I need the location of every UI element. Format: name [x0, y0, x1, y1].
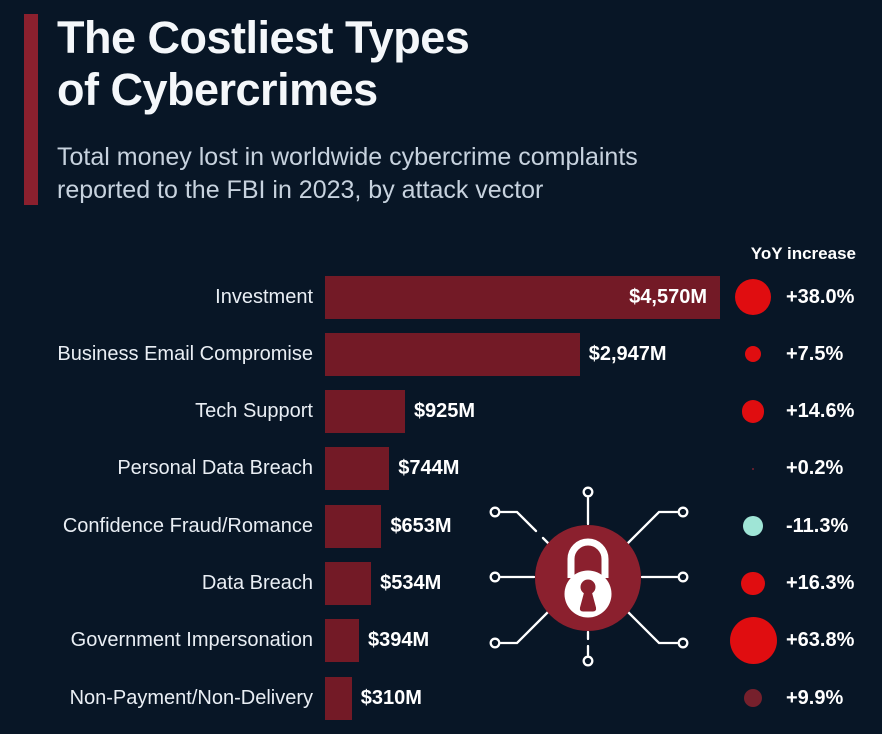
padlock-icon [535, 525, 641, 631]
page-title-line1: The Costliest Types [57, 12, 470, 63]
value-bar [325, 332, 580, 376]
category-label: Investment [215, 285, 313, 308]
page-subtitle: Total money lost in worldwide cybercrime… [57, 141, 638, 207]
yoy-change-label: +0.2% [786, 457, 844, 480]
category-label: Data Breach [201, 572, 313, 594]
value-label: $310M [360, 686, 422, 709]
category-label: Tech Support [195, 400, 313, 423]
value-bar [325, 447, 390, 491]
page-subtitle-line1: Total money lost in worldwide cybercrime… [57, 143, 638, 171]
chart-row: Confidence Fraud/Romance $653M -11.3% [0, 504, 882, 548]
value-bar [325, 504, 382, 548]
yoy-change-circle [734, 278, 772, 316]
circuit-lines [489, 486, 689, 667]
yoy-change-label: +14.6% [786, 400, 855, 423]
value-bar [325, 390, 405, 434]
yoy-change-label: +7.5% [786, 342, 844, 365]
page-title-line2: of Cybercrimes [57, 64, 378, 115]
chart-row: Personal Data Breach $744M +0.2% [0, 447, 882, 491]
chart-row: Investment $4,570M +38.0% [0, 275, 882, 319]
title-accent-bar [24, 14, 38, 205]
yoy-change-circle [751, 467, 755, 471]
category-label: Confidence Fraud/Romance [62, 514, 313, 537]
value-bar [325, 562, 372, 605]
value-label: $653M [390, 514, 452, 537]
yoy-change-circle [743, 688, 763, 708]
category-label: Government Impersonation [70, 629, 313, 652]
chart-row: Non-Payment/Non-Delivery $310M +9.9% [0, 676, 882, 720]
chart-row: Government Impersonation $394M +63.8% [0, 617, 882, 665]
yoy-change-label: +38.0% [786, 285, 855, 308]
yoy-change-label: +16.3% [786, 572, 855, 594]
category-label: Non-Payment/Non-Delivery [69, 686, 313, 709]
page-subtitle-line2: reported to the FBI in 2023, by attack v… [57, 176, 544, 204]
yoy-change-label: +63.8% [786, 629, 855, 652]
value-label: $4,570M [629, 285, 707, 308]
yoy-change-circle [744, 346, 761, 363]
yoy-change-circle [743, 516, 763, 537]
yoy-change-label: -11.3% [786, 514, 849, 537]
value-bar [325, 275, 720, 319]
lock-circuit-icon [489, 486, 689, 667]
yoy-change-circle [729, 617, 777, 665]
yoy-change-circle [741, 400, 765, 423]
yoy-increase-header: YoY increase [750, 244, 856, 263]
category-label: Business Email Compromise [57, 342, 313, 365]
value-label: $744M [398, 457, 460, 480]
chart-row: Business Email Compromise $2,947M +7.5% [0, 332, 882, 376]
page-title: The Costliest Types of Cybercrimes [57, 12, 470, 116]
value-label: $925M [413, 400, 476, 423]
category-label: Personal Data Breach [117, 457, 313, 480]
value-label: $394M [368, 629, 430, 652]
chart-row: Data Breach $534M +16.3% [0, 562, 882, 605]
yoy-change-circle [741, 571, 765, 596]
value-bar [325, 619, 360, 663]
value-bar [325, 676, 352, 720]
value-label: $534M [380, 572, 442, 594]
chart-row: Tech Support $925M +14.6% [0, 390, 882, 434]
value-label: $2,947M [588, 342, 667, 365]
yoy-change-label: +9.9% [786, 686, 844, 709]
